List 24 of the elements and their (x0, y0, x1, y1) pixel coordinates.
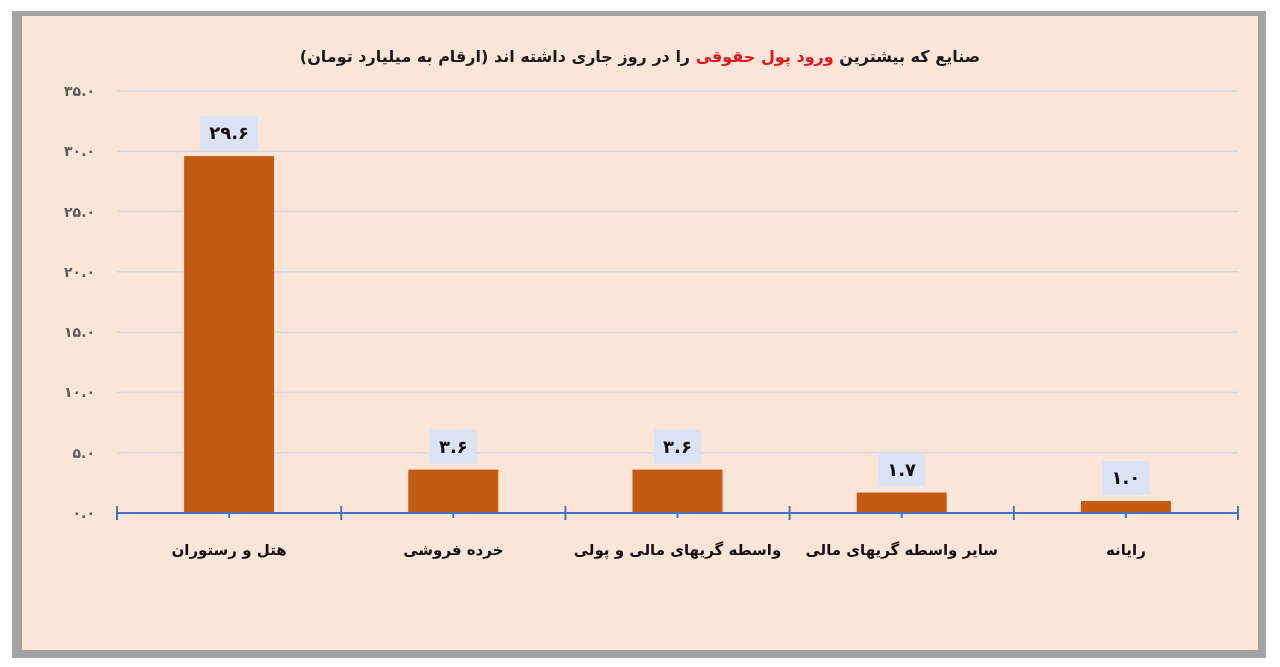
bar (184, 156, 275, 513)
y-tick-label: ۲۰.۰ (64, 263, 95, 280)
y-tick-label: ۰.۰ (72, 505, 95, 521)
y-tick-label: ۳۵.۰ (64, 83, 95, 99)
bar (632, 469, 723, 513)
y-tick-label: ۲۵.۰ (64, 203, 95, 220)
chart-title: صنایع که بیشترین ورود پول حقوقی را در روز جاری داشته اند (ارقام به میلیارد تومان) (299, 47, 981, 67)
bar (1080, 500, 1171, 513)
bar (856, 492, 947, 513)
data-label: ۳.۶ (663, 435, 692, 457)
data-label: ۳.۶ (438, 435, 468, 457)
y-tick-label: ۱۰.۰ (64, 384, 95, 401)
y-tick-label: ۱۵.۰ (64, 324, 95, 341)
data-label: ۱.۷ (887, 458, 917, 480)
x-tick-label: هتل و رستوران (171, 541, 287, 559)
y-tick-label: ۵.۰ (72, 444, 95, 461)
x-tick-label: خرده فروشی (403, 541, 504, 559)
data-label: ۱.۰ (1111, 466, 1141, 488)
data-label: ۲۹.۶ (209, 122, 249, 144)
x-tick-label: واسطه گریهای مالی و پولی (573, 541, 782, 560)
x-tick-label: سایر واسطه گریهای مالی (805, 541, 999, 559)
x-tick-label: رایانه (1106, 541, 1146, 559)
bar (408, 469, 499, 513)
y-tick-label: ۳۰.۰ (64, 143, 95, 160)
